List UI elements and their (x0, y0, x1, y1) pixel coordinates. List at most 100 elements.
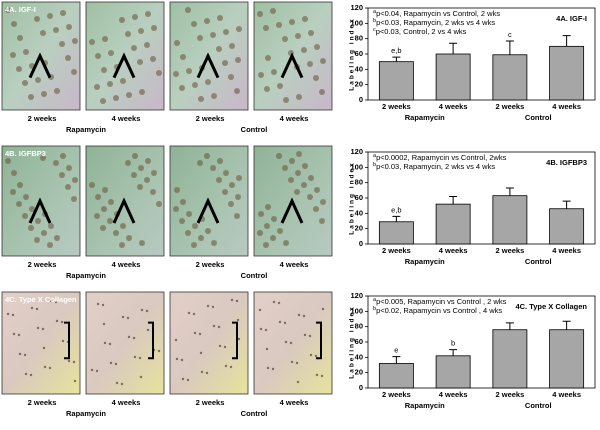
bar-label: e (394, 346, 398, 355)
cell (61, 339, 65, 343)
cell (211, 93, 217, 99)
y-tick-label: 100 (350, 18, 363, 27)
cell (54, 235, 60, 241)
cell (120, 78, 126, 84)
cell (101, 303, 105, 307)
bar (549, 45, 585, 101)
cell (12, 332, 16, 336)
note: ap<0.0002, Rapamycin vs Control, 2wks (373, 153, 507, 162)
cell (205, 79, 211, 85)
cell (144, 42, 150, 48)
image-group: Rapamycin (66, 271, 106, 280)
note-mark: a (373, 153, 377, 159)
y-tick-label: 20 (355, 368, 363, 377)
image-label: 2 weeks (196, 114, 225, 123)
cell (125, 160, 131, 166)
cell (114, 362, 118, 366)
bar-label: e,b (391, 46, 401, 55)
cell (283, 97, 289, 103)
cell (265, 55, 271, 61)
cell (229, 182, 235, 188)
note-text: p<0.02, Rapamycin vs Control , 4 wks (376, 306, 502, 315)
note-text: p<0.0002, Rapamycin vs Control, 2wks (376, 153, 507, 162)
cell (173, 206, 179, 212)
image-group: Rapamycin (66, 409, 106, 418)
image-title: 4A. IGF-I (5, 5, 36, 14)
cell (43, 365, 47, 369)
cell (151, 25, 157, 31)
cell (6, 312, 10, 316)
cell (66, 24, 72, 30)
error-bar (505, 40, 514, 55)
cell (307, 194, 313, 200)
cell (236, 26, 242, 32)
error-bar (392, 215, 401, 222)
cell (258, 72, 264, 78)
cell (54, 300, 58, 304)
cell (236, 175, 242, 181)
cell (229, 43, 235, 49)
bar (549, 329, 585, 389)
cell (156, 70, 162, 76)
y-axis-title: Labeling index (349, 161, 356, 235)
cell (229, 365, 233, 369)
note-text: p<0.03, Rapamycin, 2 wks vs 4 wks (376, 18, 495, 27)
group-label: Control (525, 257, 552, 266)
x-tick-label: 4 weeks (552, 390, 581, 399)
error-bar (505, 322, 514, 330)
arrowhead (280, 197, 304, 224)
cell (101, 67, 107, 73)
y-tick-label: 80 (355, 178, 363, 187)
cell (137, 184, 143, 190)
error-bar (505, 187, 514, 196)
cell (18, 352, 22, 356)
cell (60, 10, 66, 16)
x-tick-label: 2 weeks (495, 390, 524, 399)
cell (100, 98, 106, 104)
cell (113, 95, 119, 101)
cell (297, 313, 301, 317)
cell (139, 89, 145, 95)
cell (235, 194, 241, 200)
bar (378, 61, 414, 101)
cell (10, 189, 16, 195)
cell (313, 75, 319, 81)
cell (283, 321, 287, 325)
cell (222, 60, 228, 66)
cell (138, 356, 142, 360)
arrowhead (112, 197, 136, 224)
cell (234, 88, 240, 94)
cell (179, 85, 185, 91)
cell (102, 322, 106, 326)
x-tick-label: 2 weeks (382, 246, 411, 255)
cell (265, 204, 271, 210)
arrowhead (112, 52, 136, 79)
cell (204, 153, 210, 159)
micrograph (253, 291, 333, 395)
bar (435, 355, 471, 389)
cell (35, 307, 39, 311)
image-label: 2 weeks (196, 398, 225, 407)
y-tick-label: 0 (359, 383, 363, 392)
error-bar (392, 56, 401, 62)
cell (224, 364, 228, 368)
cell (223, 29, 229, 35)
note-mark: a (373, 9, 377, 15)
cell (180, 199, 186, 205)
cell (89, 39, 95, 45)
cell (301, 47, 307, 53)
cell (205, 228, 211, 234)
cell (294, 189, 300, 195)
cell (59, 172, 65, 178)
cell (180, 54, 186, 60)
y-tick-label: 120 (350, 3, 363, 12)
cell (23, 353, 27, 357)
cell (132, 153, 138, 159)
image-label: 4 weeks (112, 398, 141, 407)
cell (139, 240, 145, 246)
cell (264, 86, 270, 92)
cell (315, 373, 319, 377)
image-label: 2 weeks (196, 260, 225, 269)
image-title: 4C. Type X Collagen (5, 295, 77, 304)
cell (73, 379, 77, 383)
